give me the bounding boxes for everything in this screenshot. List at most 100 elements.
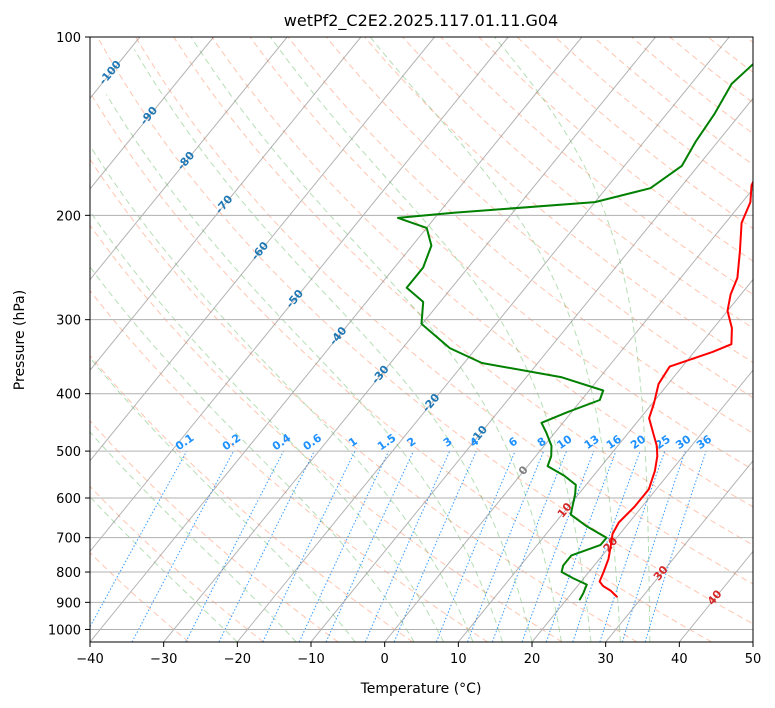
- dry-adiabat: [90, 354, 414, 642]
- dry-adiabat: [90, 552, 190, 642]
- mixing-ratio-line: [467, 450, 545, 642]
- mixing-ratio-line: [521, 450, 595, 642]
- mixing-ratio-label: 16: [604, 432, 624, 452]
- moist-adiabat: [494, 37, 651, 642]
- dry-adiabat: [440, 37, 753, 295]
- moist-adiabat: [133, 49, 533, 642]
- isotherm-line: [90, 37, 288, 281]
- mixing-ratio-line: [218, 450, 315, 642]
- dry-adiabat: [90, 224, 563, 642]
- mixing-ratio-line: [644, 450, 707, 642]
- chart-title: wetPf2_C2E2.2025.117.01.11.G04: [284, 11, 558, 31]
- mixing-ratio-line: [325, 450, 414, 642]
- dry-adiabat: [173, 37, 753, 546]
- dry-adiabat: [325, 37, 753, 399]
- mixing-ratio-line: [491, 450, 567, 642]
- isotherm-line: [457, 278, 753, 642]
- plot-frame: [89, 36, 754, 643]
- mixing-ratio-label: 3: [441, 435, 455, 450]
- mixing-ratio-label: 0.2: [220, 431, 243, 453]
- mixing-ratio-line: [262, 450, 356, 642]
- y-tick-label: 400: [56, 388, 81, 403]
- y-axis-label: Pressure (hPa): [12, 290, 28, 390]
- x-tick-label: 0: [381, 652, 389, 667]
- x-tick-label: −40: [76, 652, 103, 667]
- x-tick-label: 10: [450, 652, 467, 667]
- dry-adiabat: [135, 37, 753, 585]
- line-labels: -100-90-80-70-60-50-40-30-20-10010203040…: [96, 58, 724, 608]
- dry-adiabat: [402, 37, 753, 329]
- isotherm-line: [236, 37, 730, 642]
- isotherm-line: [90, 37, 214, 190]
- background-lines: [0, 37, 753, 642]
- isotherm-line: [90, 37, 583, 642]
- x-tick-label: −10: [297, 652, 324, 667]
- isotherm-label: -50: [283, 287, 306, 311]
- dry-adiabat: [90, 289, 488, 642]
- mixing-ratio-line: [572, 450, 641, 642]
- isotherm-line: [384, 188, 753, 642]
- moist-adiabat: [90, 496, 238, 642]
- dry-adiabat: [516, 37, 753, 230]
- x-tick-label: −30: [150, 652, 177, 667]
- mixing-ratio-line: [185, 450, 285, 642]
- dry-adiabat: [745, 37, 753, 43]
- dewpoint-profile-line: [397, 62, 753, 601]
- isotherm-line: [531, 369, 753, 642]
- moist-adiabat: [90, 144, 474, 642]
- y-tick-label: 900: [56, 596, 81, 611]
- x-tick-label: −20: [224, 652, 251, 667]
- mixing-ratio-label: 0.4: [270, 431, 294, 453]
- temperature-profile-line: [598, 179, 753, 598]
- x-tick-label: 50: [745, 652, 762, 667]
- moist-adiabat: [90, 266, 415, 642]
- y-tick-label: 300: [56, 314, 81, 329]
- dry-adiabat: [90, 485, 264, 642]
- y-tick-label: 1000: [48, 623, 81, 638]
- mixing-ratio-label: 1.5: [375, 431, 398, 453]
- y-tick-label: 700: [56, 532, 81, 547]
- dry-adiabat: [96, 37, 753, 625]
- dry-adiabat: [249, 37, 753, 471]
- mixing-ratio-label: 1: [346, 435, 360, 450]
- isotherm-line: [90, 37, 362, 371]
- x-tick-label: 30: [597, 652, 614, 667]
- mixing-ratio-line: [364, 450, 451, 642]
- moist-adiabat: [90, 210, 445, 642]
- y-tick-label: 200: [56, 209, 81, 224]
- mixing-ratio-label: 2: [405, 435, 419, 450]
- isotherm-line: [752, 641, 753, 642]
- mixing-ratio-label: 0.6: [301, 431, 325, 453]
- moist-adiabat: [90, 357, 356, 642]
- isotherm-line: [90, 37, 435, 462]
- mixing-ratio-line: [621, 450, 686, 642]
- mixing-ratio-label: 30: [673, 432, 693, 452]
- isotherm-line: [0, 37, 66, 642]
- mixing-ratio-line: [435, 450, 516, 642]
- mixing-ratio-label: 6: [506, 435, 520, 450]
- mixing-ratio-line: [545, 450, 617, 642]
- dry-adiabat: [593, 37, 753, 166]
- y-tick-label: 500: [56, 445, 81, 460]
- isotherm-line: [90, 37, 509, 553]
- mixing-ratio-line: [599, 450, 666, 642]
- mixing-ratio-line: [131, 450, 235, 642]
- dry-adiabat: [211, 37, 753, 508]
- moist-adiabat: [269, 37, 592, 642]
- isotherm-line: [605, 459, 753, 642]
- mixing-ratio-label: 10: [554, 432, 574, 452]
- moist-adiabat: [190, 37, 562, 642]
- dry-adiabat: [554, 37, 753, 197]
- dry-adiabat: [90, 158, 638, 642]
- mixing-ratio-line: [298, 450, 390, 642]
- isotherm-line: [163, 37, 656, 642]
- y-tick-label: 600: [56, 492, 81, 507]
- isotherm-line: [678, 550, 753, 642]
- dry-adiabat: [287, 37, 753, 434]
- x-tick-label: 40: [671, 652, 688, 667]
- x-tick-label: 20: [524, 652, 541, 667]
- dry-adiabat: [90, 420, 339, 642]
- mixing-ratio-line: [90, 450, 188, 628]
- x-axis-label: Temperature (°C): [360, 681, 482, 697]
